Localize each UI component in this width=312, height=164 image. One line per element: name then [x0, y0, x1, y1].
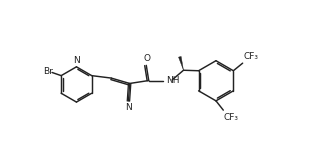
Text: O: O: [143, 54, 150, 63]
Text: CF₃: CF₃: [224, 113, 239, 122]
Text: NH: NH: [166, 76, 180, 85]
Polygon shape: [178, 56, 183, 70]
Text: CF₃: CF₃: [244, 52, 259, 61]
Text: N: N: [125, 102, 132, 112]
Text: N: N: [73, 56, 80, 65]
Text: Br: Br: [43, 67, 53, 76]
